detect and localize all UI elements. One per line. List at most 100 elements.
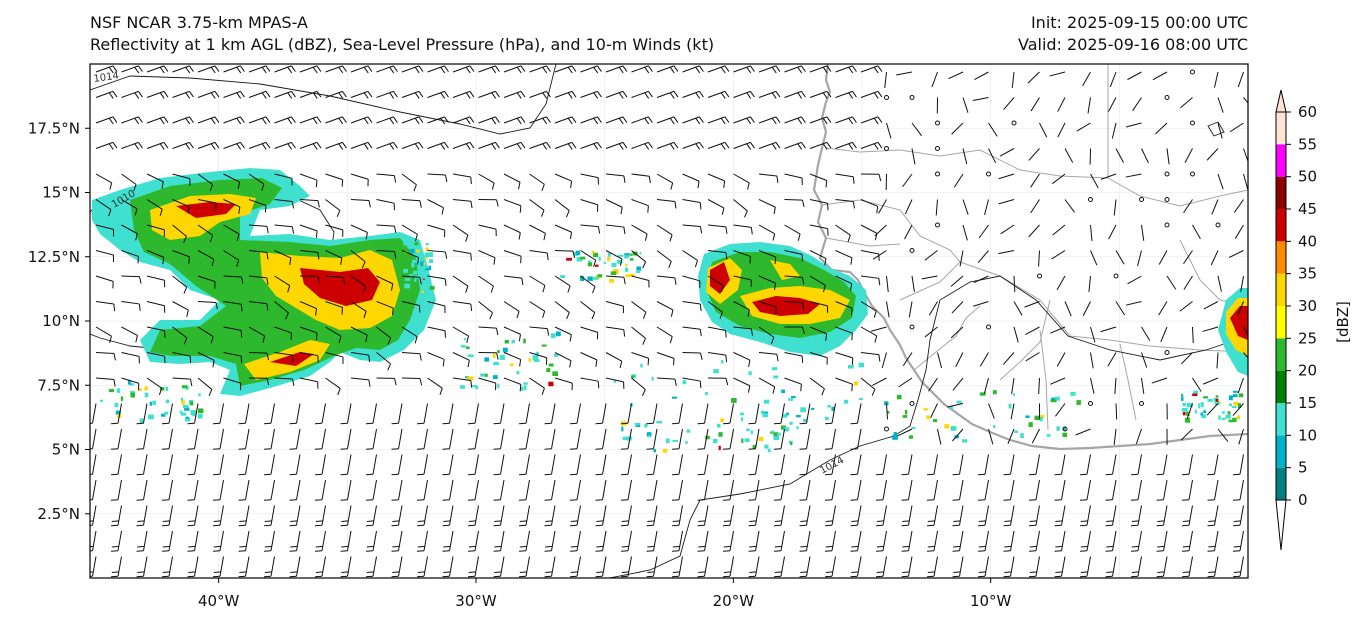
barb-shaft: [984, 505, 989, 526]
lon-tick-label: 40°W: [198, 592, 240, 610]
wind-barb: [595, 454, 607, 476]
wind-barb: [213, 403, 224, 425]
barb-shaft: [452, 199, 471, 202]
wind-barb: [835, 377, 853, 392]
wind-barb: [529, 141, 551, 150]
barb-shaft: [92, 505, 97, 526]
echo-cell: [421, 280, 427, 285]
wind-barb: [350, 377, 371, 387]
wind-barb: [825, 556, 836, 578]
wind-barb: [998, 173, 1015, 180]
barb-shaft: [117, 403, 122, 424]
barb-shaft: [1111, 122, 1117, 139]
barb-flag: [183, 286, 188, 294]
wind-barb: [1049, 71, 1066, 77]
barb-flag: [266, 277, 269, 285]
barb-flag: [419, 378, 423, 386]
barb-flag: [621, 448, 629, 450]
barb-flag: [112, 142, 118, 149]
barb-shaft: [1160, 326, 1168, 342]
barb-flag: [750, 142, 755, 149]
barb-flag: [187, 524, 195, 527]
wind-barb: [952, 530, 964, 552]
wind-barb: [988, 428, 994, 445]
wind-barb: [723, 479, 734, 501]
wind-barb: [146, 301, 166, 313]
barb-shaft: [1158, 301, 1168, 316]
barb-flag: [188, 571, 196, 573]
barb-shaft: [500, 505, 505, 526]
barb-shaft: [1183, 250, 1193, 265]
wind-barb: [1207, 505, 1219, 527]
wind-barb: [682, 224, 703, 234]
barb-flag: [774, 571, 782, 573]
barb-shaft: [882, 505, 887, 526]
barb-shaft: [1188, 479, 1193, 500]
barb-shaft: [1152, 71, 1168, 81]
barb-shaft: [452, 250, 471, 255]
barb-flag: [850, 283, 853, 291]
wind-barb: [452, 116, 475, 125]
barb-flag: [113, 379, 116, 387]
wind-barb: [825, 479, 836, 501]
barb-shaft: [219, 454, 224, 475]
wind-barb: [1192, 326, 1194, 344]
barb-flag: [338, 336, 342, 344]
echo-cell: [408, 255, 412, 261]
wind-barb: [733, 90, 755, 99]
barb-flag: [363, 66, 369, 74]
barb-flag: [240, 116, 245, 123]
echo-cell: [197, 408, 204, 414]
wind-barb: [289, 530, 301, 552]
calm-marker: [986, 324, 991, 330]
barb-shaft: [1180, 352, 1193, 365]
barb-flag: [338, 66, 344, 74]
barb-flag: [389, 143, 395, 150]
barb-flag: [162, 524, 170, 527]
wind-barb: [682, 90, 704, 99]
wind-barb: [187, 403, 199, 425]
barb-shaft: [427, 352, 445, 360]
echo-cell: [1228, 419, 1234, 423]
barb-flag: [593, 92, 599, 99]
barb-flag: [465, 285, 469, 293]
barb-shaft: [95, 352, 115, 354]
barb-flag: [773, 207, 776, 215]
wind-barb: [605, 301, 624, 314]
barb-flag: [595, 550, 603, 552]
barb-shaft: [758, 224, 775, 235]
barb-shaft: [656, 90, 675, 98]
barb-flag: [801, 142, 806, 149]
wind-barb: [325, 65, 347, 74]
barb-flag: [238, 524, 246, 527]
barb-flag: [261, 66, 267, 74]
wind-barb: [758, 116, 781, 125]
echo-cell: [144, 386, 148, 391]
barb-shaft: [962, 97, 969, 113]
barb-flag: [1105, 473, 1113, 476]
barb-shaft: [653, 505, 658, 526]
barb-flag: [291, 65, 296, 72]
echo-cell: [1238, 393, 1244, 398]
barb-flag: [1004, 571, 1012, 573]
wind-barb: [948, 71, 964, 80]
echo-cell: [425, 265, 430, 269]
barb-flag: [850, 422, 858, 425]
barb-flag: [519, 205, 522, 213]
wind-barb: [376, 141, 398, 150]
barb-flag: [519, 524, 527, 527]
barb-shaft: [1237, 71, 1244, 88]
wind-barb: [697, 530, 709, 552]
barb-flag: [877, 116, 883, 123]
echo-cell: [412, 259, 418, 264]
barb-shaft: [401, 250, 419, 259]
barb-flag: [597, 91, 602, 98]
colorbar-tick-label: 35: [1298, 265, 1317, 283]
barb-flag: [137, 256, 139, 264]
barb-shaft: [223, 173, 240, 183]
wind-barb: [758, 377, 776, 394]
barb-flag: [822, 66, 828, 74]
barb-shaft: [704, 505, 709, 526]
wind-barb: [682, 301, 702, 312]
